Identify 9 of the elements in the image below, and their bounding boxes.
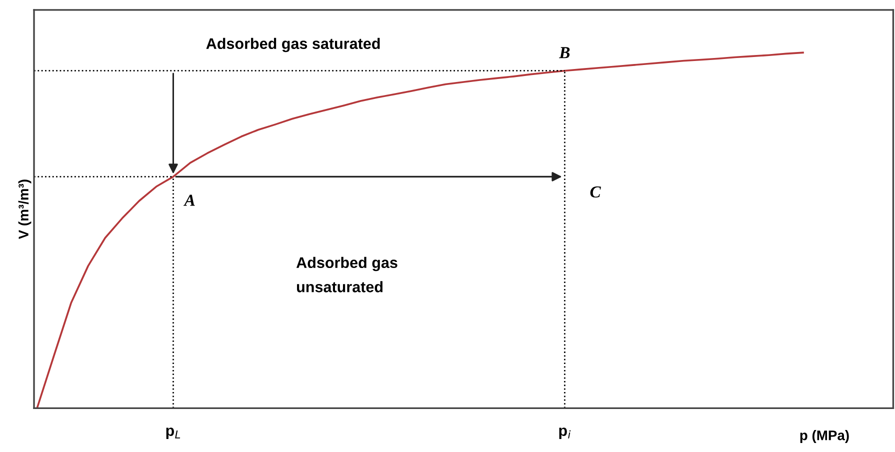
text: Adsorbed gas saturated <box>206 38 380 52</box>
annotation: C <box>590 186 601 198</box>
y-axis-title: V (m³/m³) <box>18 180 32 240</box>
x-tick-label: p$_{i}$ <box>559 428 571 440</box>
annotation: A <box>183 194 195 206</box>
annotation: B <box>559 47 570 58</box>
x-axis-title: p (MPa) <box>800 430 849 444</box>
annotation: Adsorbed gas unsaturated <box>296 256 398 292</box>
x-tick-label: p$_{L}$ <box>166 428 180 440</box>
